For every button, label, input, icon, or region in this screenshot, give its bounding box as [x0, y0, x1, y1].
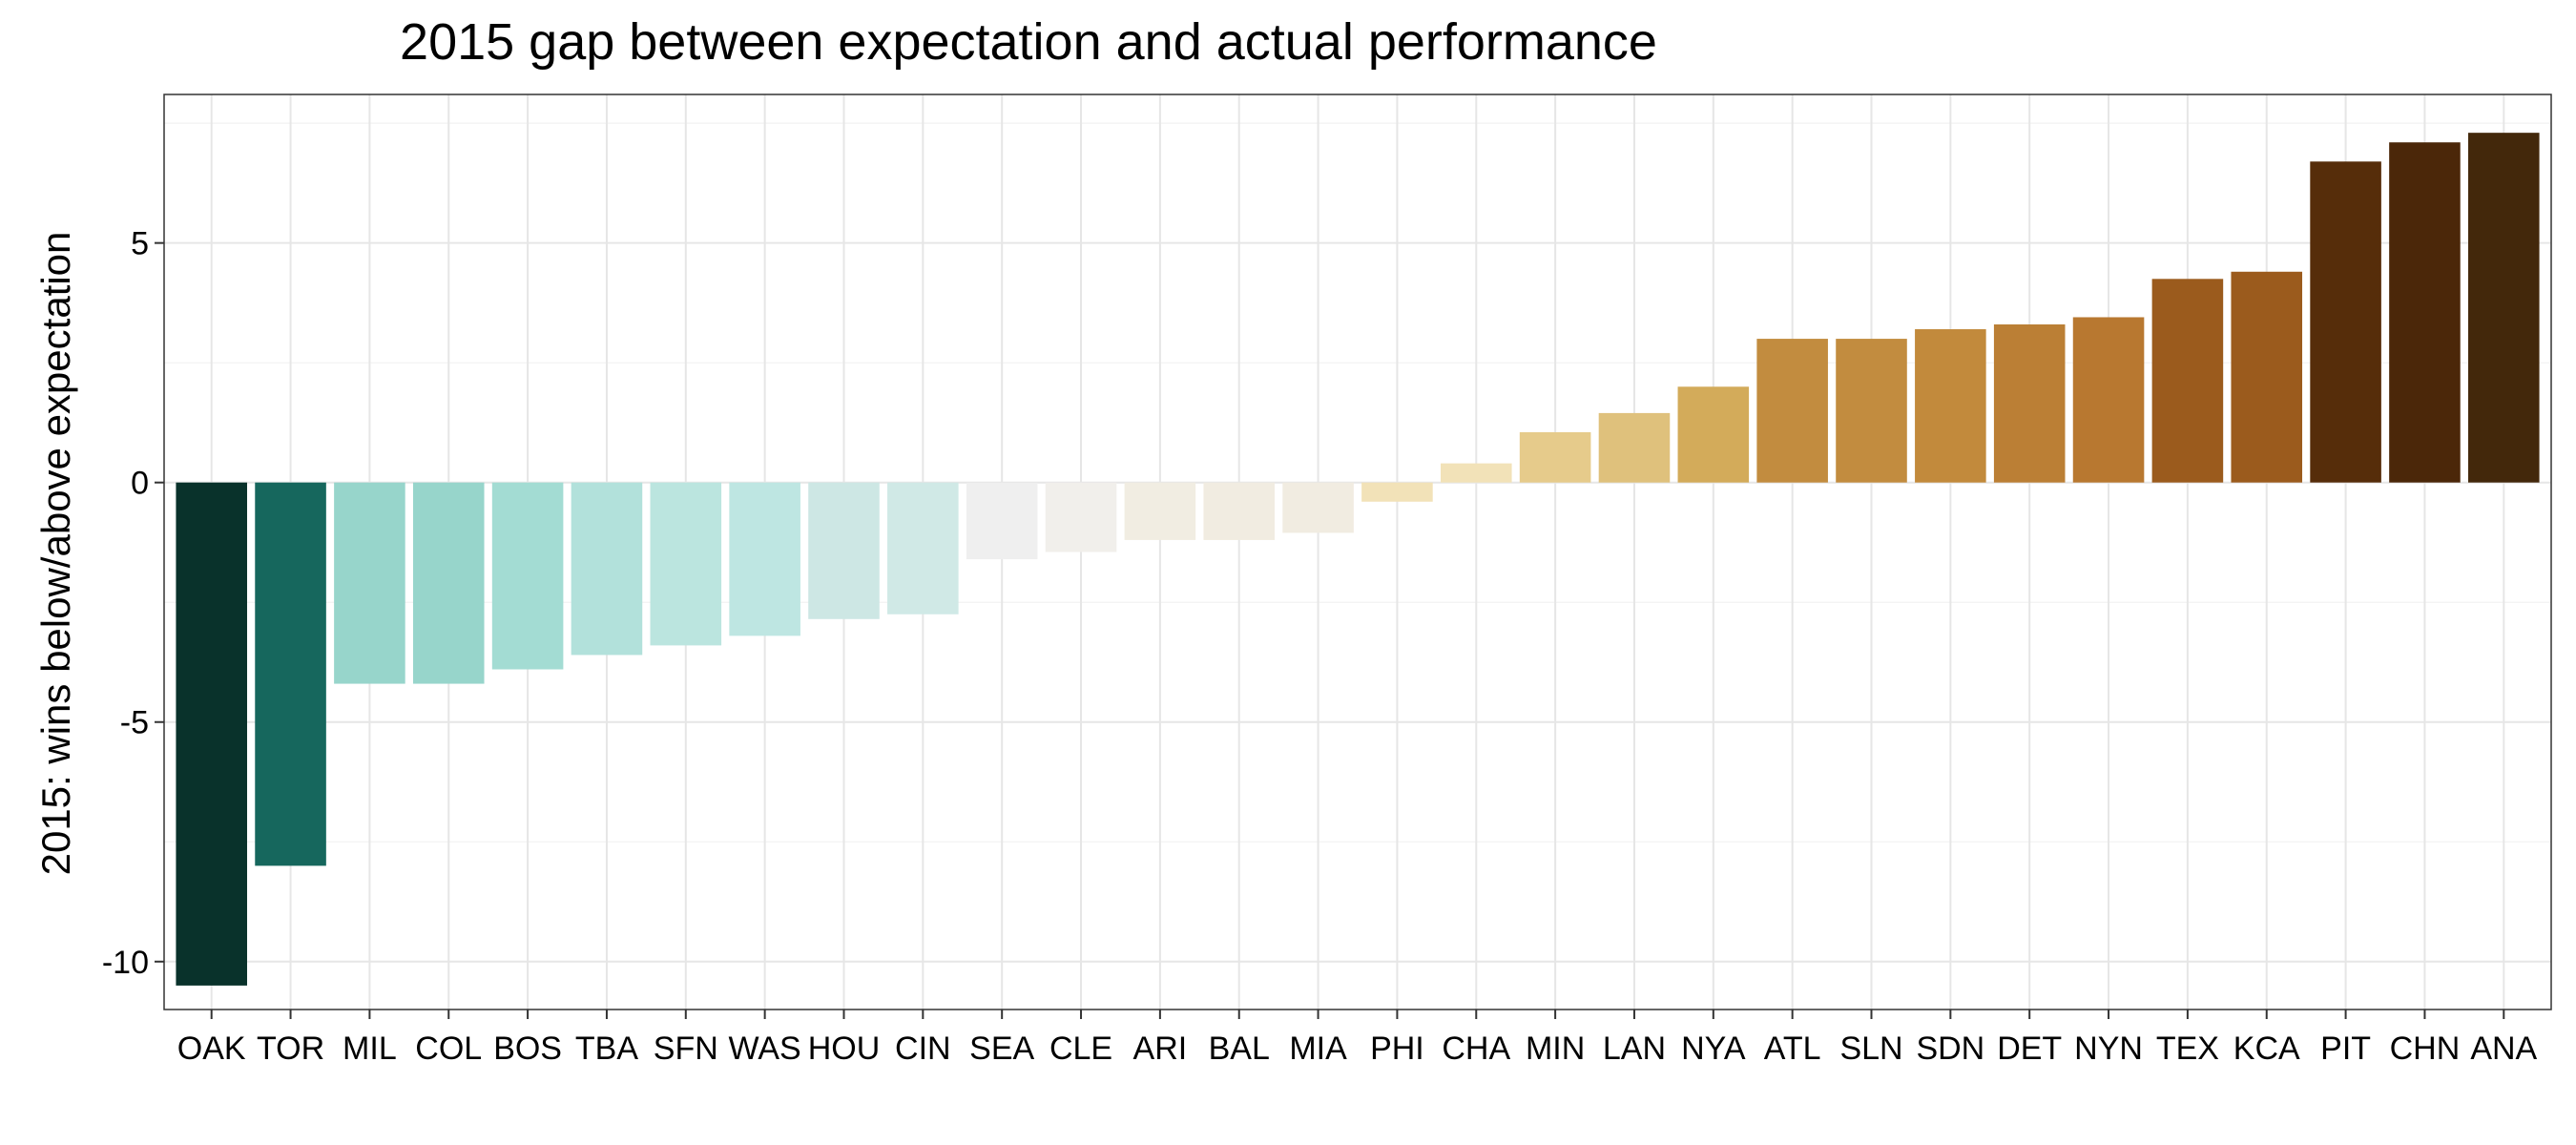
bar-was: [729, 482, 800, 636]
x-tick-label: ATL: [1764, 1030, 1821, 1067]
bar-col: [412, 482, 485, 684]
x-tick-label: COL: [415, 1030, 482, 1067]
bar-chn: [2389, 142, 2461, 483]
bar-oak: [176, 482, 247, 986]
x-tick-label: MIA: [1289, 1030, 1347, 1067]
bar-mil: [334, 482, 405, 684]
x-tick-label: TOR: [257, 1030, 324, 1067]
bar-ana: [2468, 133, 2540, 483]
bar-phi: [1361, 482, 1433, 502]
tick-layer: -10 -5 0 5 OAK TOR MIL COL BOS TBA SFN WAS HOU CIN SEA…: [102, 226, 2538, 1067]
y-tick-label: 5: [131, 226, 149, 262]
x-tick-label: LAN: [1603, 1030, 1666, 1067]
bar-mia: [1282, 482, 1354, 533]
x-tick-label: DET: [1997, 1030, 2062, 1067]
bar-cha: [1440, 463, 1512, 483]
bar-tor: [255, 482, 326, 866]
x-tick-label: CHN: [2390, 1030, 2461, 1067]
bar-ari: [1124, 482, 1196, 540]
bar-sdn: [1915, 329, 1986, 483]
bar-sea: [966, 482, 1038, 560]
bar-min: [1519, 431, 1591, 483]
bar-det: [1993, 324, 2066, 483]
y-axis-label: 2015: wins below/above expectation: [33, 232, 78, 876]
x-tick-label: CLE: [1049, 1030, 1112, 1067]
bar-tba: [571, 482, 643, 656]
bar-hou: [808, 482, 880, 619]
x-tick-label: SDN: [1916, 1030, 1984, 1067]
x-tick-label: OAK: [177, 1030, 246, 1067]
y-tick-label: -10: [102, 945, 149, 981]
bar-nyn: [2072, 317, 2145, 483]
bar-atl: [1756, 339, 1828, 483]
bar-kca: [2231, 271, 2303, 483]
x-tick-label: ANA: [2470, 1030, 2537, 1067]
x-tick-label: SEA: [969, 1030, 1034, 1067]
x-tick-label: CIN: [895, 1030, 951, 1067]
bar-tex: [2151, 279, 2224, 483]
bar-lan: [1598, 412, 1671, 483]
x-tick-label: PIT: [2320, 1030, 2371, 1067]
bar-cle: [1045, 482, 1117, 552]
bar-nya: [1677, 386, 1750, 483]
y-tick-label: -5: [120, 705, 149, 741]
x-tick-label: WAS: [729, 1030, 801, 1067]
x-tick-label: BOS: [493, 1030, 562, 1067]
x-tick-label: TBA: [575, 1030, 638, 1067]
x-tick-label: ARI: [1133, 1030, 1188, 1067]
bar-bal: [1203, 482, 1276, 540]
x-tick-label: NYN: [2074, 1030, 2143, 1067]
bar-cin: [887, 482, 959, 614]
bar-pit: [2310, 161, 2381, 483]
x-tick-label: KCA: [2233, 1030, 2300, 1067]
x-tick-label: HOU: [808, 1030, 881, 1067]
x-tick-label: CHA: [1442, 1030, 1510, 1067]
x-tick-label: SLN: [1839, 1030, 1902, 1067]
x-tick-label: MIN: [1526, 1030, 1585, 1067]
x-tick-label: TEX: [2156, 1030, 2219, 1067]
bar-sfn: [650, 482, 722, 646]
x-tick-label: PHI: [1370, 1030, 1424, 1067]
panel-border: [163, 94, 2552, 1010]
x-tick-label: NYA: [1681, 1030, 1746, 1067]
bar-bos: [491, 482, 564, 670]
x-tick-label: BAL: [1209, 1030, 1270, 1067]
bar-layer: [176, 133, 2540, 986]
chart-title: 2015 gap between expectation and actual …: [400, 13, 1657, 71]
x-tick-label: SFN: [654, 1030, 718, 1067]
x-tick-label: MIL: [343, 1030, 397, 1067]
y-tick-label: 0: [131, 466, 149, 502]
bar-sln: [1836, 339, 1907, 483]
